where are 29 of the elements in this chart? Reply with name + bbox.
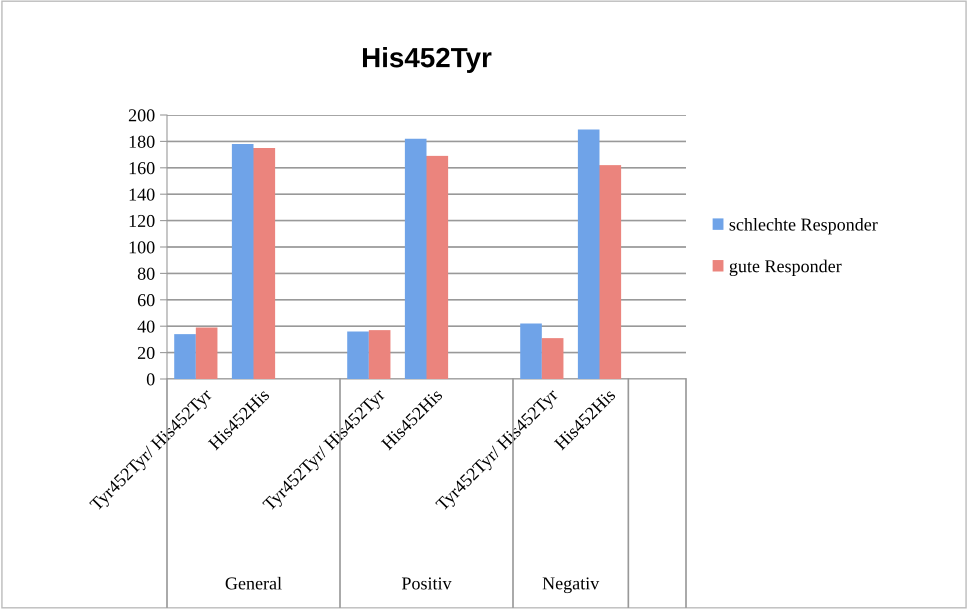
bar xyxy=(347,331,369,379)
y-tick-label: 140 xyxy=(130,188,155,201)
text: Negativ xyxy=(542,577,600,594)
bar xyxy=(404,138,426,379)
bar xyxy=(368,330,390,379)
y-tick-label: 60 xyxy=(138,294,155,306)
bar xyxy=(232,144,254,379)
bar xyxy=(426,156,448,379)
chart-title: His452Tyr xyxy=(362,47,492,73)
y-tick-label: 0 xyxy=(146,373,155,386)
bar xyxy=(600,165,622,379)
y-tick-label: 40 xyxy=(137,320,155,333)
text: General xyxy=(226,576,282,590)
bar xyxy=(196,328,218,379)
y-tick-label: 120 xyxy=(130,214,155,228)
legend-label: gute Responder xyxy=(730,260,842,276)
bar xyxy=(578,130,600,379)
y-tick-label: 160 xyxy=(130,162,155,174)
text: Positiv xyxy=(402,577,452,590)
bar xyxy=(174,334,196,379)
bar xyxy=(520,324,542,379)
y-tick-label: 100 xyxy=(130,241,155,254)
y-tick-label: 20 xyxy=(138,346,155,360)
legend-label: schlechte Responder xyxy=(730,218,878,234)
y-tick-label: 200 xyxy=(128,109,155,122)
y-tick-label: 180 xyxy=(130,136,155,148)
bar xyxy=(542,338,564,379)
bar xyxy=(254,148,276,379)
y-tick-label: 80 xyxy=(138,268,155,280)
